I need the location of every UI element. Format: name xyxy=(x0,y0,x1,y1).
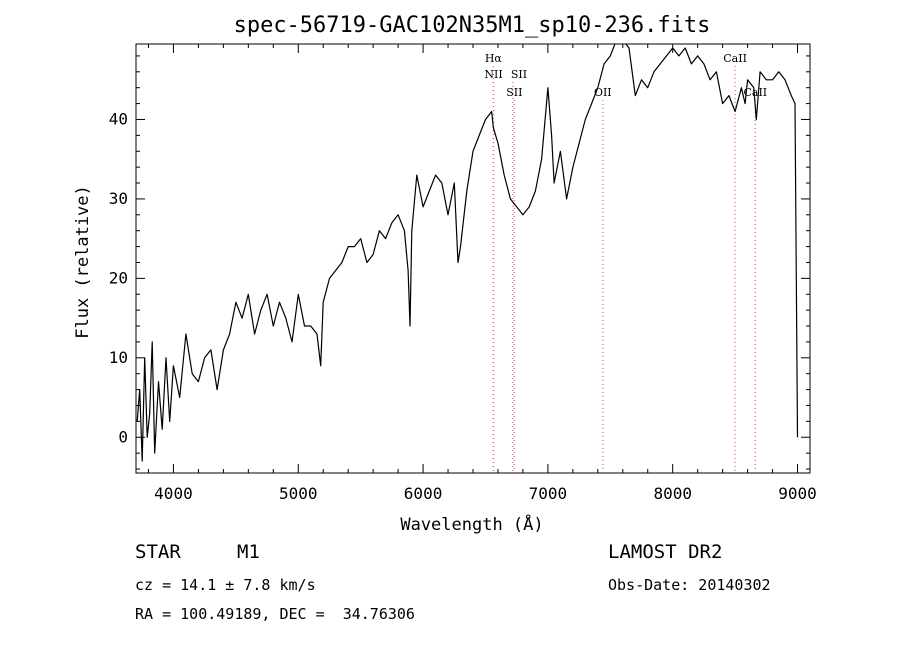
x-tick-label: 4000 xyxy=(154,484,193,503)
survey-name: LAMOST DR2 xyxy=(608,541,723,563)
x-tick-label: 5000 xyxy=(279,484,318,503)
chart-title: spec-56719-GAC102N35M1_sp10-236.fits xyxy=(234,13,711,38)
y-tick-label: 20 xyxy=(109,268,128,287)
x-tick-label: 8000 xyxy=(653,484,692,503)
y-axis-label: Flux (relative) xyxy=(73,185,93,339)
y-tick-label: 10 xyxy=(109,348,128,367)
series-group xyxy=(136,44,799,462)
coordinates: RA = 100.49189, DEC = 34.76306 xyxy=(135,605,415,623)
observation-date: Obs-Date: 20140302 xyxy=(608,576,771,594)
y-tick-label: 40 xyxy=(109,109,128,128)
x-tick-label: 7000 xyxy=(529,484,568,503)
object-class: STAR xyxy=(135,541,181,563)
x-tick-label: 6000 xyxy=(404,484,443,503)
spectral-line-label: SII xyxy=(506,86,522,99)
spectral-line-label: Hα xyxy=(485,52,503,65)
spectral-line-label: SII xyxy=(511,68,527,81)
redshift-cz: cz = 14.1 ± 7.8 km/s xyxy=(135,576,316,594)
plot-border xyxy=(135,43,811,474)
axis-ticks: 4000 5000 6000 7000 8000 9000 0 10 20 30 40 xyxy=(109,44,817,503)
spectrum-series-line xyxy=(136,44,799,462)
spectral-line-label: OII xyxy=(594,86,612,99)
spectral-line-label: CaII xyxy=(723,52,747,65)
x-axis-label: Wavelength (Å) xyxy=(400,513,543,535)
plot-frame xyxy=(135,43,811,474)
y-tick-label: 0 xyxy=(118,427,128,446)
spectral-line-markers: Hα NII SII SII OII CaII CaII xyxy=(484,52,767,473)
y-tick-label: 30 xyxy=(109,189,128,208)
x-tick-label: 9000 xyxy=(778,484,817,503)
spectral-line-label: NII xyxy=(484,68,502,81)
spectral-line-label: CaII xyxy=(743,86,767,99)
object-subclass: M1 xyxy=(237,541,260,563)
